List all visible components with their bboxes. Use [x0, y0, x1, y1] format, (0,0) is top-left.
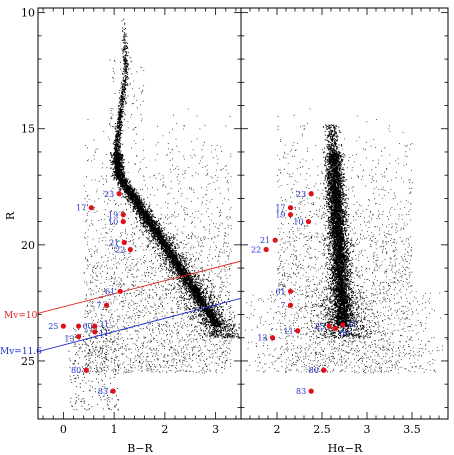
labeled-star-19 — [120, 212, 126, 218]
left-x-tick-label: 3 — [212, 423, 219, 436]
star-id-label-11: 11 — [99, 329, 109, 338]
y-axis-label: R — [4, 211, 17, 220]
labeled-star-25 — [326, 323, 332, 329]
labeled-star-83 — [308, 388, 314, 394]
star-id-label-13: 13 — [257, 334, 267, 343]
left-x-tick-label: 0 — [60, 423, 67, 436]
labeled-star-61 — [287, 288, 294, 294]
labeled-star-23 — [308, 191, 314, 197]
labeled-star-60 — [332, 325, 339, 332]
y-tick-label: 25 — [21, 355, 35, 368]
mv10-label: Mv=10 — [4, 311, 38, 321]
labeled-star-31 — [92, 323, 98, 329]
star-id-label-80: 80 — [71, 366, 81, 375]
star-id-label-17: 17 — [275, 204, 285, 213]
star-id-label-23: 23 — [104, 190, 114, 199]
mv10-line — [38, 260, 241, 314]
labeled-star-21 — [121, 239, 127, 246]
star-id-label-13: 13 — [64, 335, 74, 344]
labeled-star-13 — [76, 333, 82, 340]
labeled-star-23 — [116, 191, 122, 197]
labeled-star-21 — [272, 237, 278, 243]
mv116-label: Mv=11.6 — [0, 347, 42, 357]
left-x-axis-label: B−R — [127, 442, 153, 455]
left-x-tick-label: 1 — [111, 423, 118, 436]
star-id-label-22: 22 — [115, 245, 125, 254]
right-x-axis-label: Hα−R — [328, 442, 363, 455]
star-id-label-25: 25 — [48, 322, 58, 331]
labeled-star-17 — [287, 205, 294, 211]
labeled-star-19 — [287, 212, 294, 218]
star-id-label-61: 61 — [105, 287, 115, 296]
star-id-label-61: 61 — [275, 287, 285, 296]
star-id-label-7: 7 — [96, 301, 101, 310]
right-panel-frame — [240, 7, 449, 420]
star-id-label-10: 10 — [293, 218, 303, 227]
labeled-star-7 — [287, 302, 294, 308]
star-id-label-21: 21 — [260, 236, 270, 245]
labeled-star-13 — [269, 335, 276, 341]
right-x-tick-label: 2 — [274, 423, 281, 436]
right-x-tick-label: 2.5 — [313, 423, 331, 436]
labeled-star-22 — [127, 246, 133, 253]
labeled-star-61 — [117, 288, 123, 294]
y-tick-label: 15 — [21, 123, 35, 136]
labeled-star-11 — [92, 329, 98, 335]
star-id-label-10: 10 — [108, 218, 118, 227]
left-panel-star-field — [68, 18, 241, 411]
right-x-tick-label: 3 — [364, 423, 371, 436]
labeled-star-60 — [76, 323, 82, 329]
right-panel-star-field — [245, 108, 448, 374]
y-tick-label: 20 — [21, 239, 35, 252]
star-id-label-19: 19 — [108, 211, 118, 220]
star-id-label-31: 31 — [347, 320, 357, 329]
y-tick-label: 10 — [21, 7, 35, 20]
magnitude-limit-lines — [38, 260, 241, 353]
labeled-star-31 — [340, 322, 346, 328]
star-id-label-60: 60 — [340, 328, 350, 337]
star-id-label-22: 22 — [251, 245, 261, 254]
star-id-label-11: 11 — [284, 327, 294, 336]
mv11-6-line — [38, 297, 241, 353]
star-id-label-25: 25 — [315, 322, 325, 331]
star-id-label-83: 83 — [98, 387, 108, 396]
labeled-star-22 — [263, 246, 269, 253]
star-id-label-7: 7 — [280, 301, 285, 310]
right-x-tick-label: 3.5 — [403, 423, 421, 436]
star-id-label-21: 21 — [109, 239, 119, 248]
star-id-label-23: 23 — [296, 190, 306, 199]
star-id-label-83: 83 — [296, 387, 306, 396]
star-id-label-60: 60 — [83, 322, 93, 331]
star-id-label-80: 80 — [309, 366, 319, 375]
labeled-star-80 — [83, 367, 89, 373]
labeled-star-7 — [103, 302, 110, 308]
star-id-label-19: 19 — [275, 211, 285, 220]
star-id-label-17: 17 — [76, 204, 86, 213]
labeled-star-17 — [88, 205, 94, 211]
labeled-star-10 — [305, 219, 312, 225]
left-star-field-points — [68, 18, 241, 411]
labeled-star-10 — [120, 219, 126, 225]
star-id-label-31: 31 — [99, 320, 109, 329]
right-star-field-points — [245, 108, 448, 374]
left-x-tick-label: 2 — [161, 423, 168, 436]
labeled-star-25 — [60, 323, 66, 329]
labeled-star-80 — [321, 367, 327, 373]
labeled-star-11 — [295, 328, 301, 334]
labeled-star-83 — [110, 388, 116, 394]
